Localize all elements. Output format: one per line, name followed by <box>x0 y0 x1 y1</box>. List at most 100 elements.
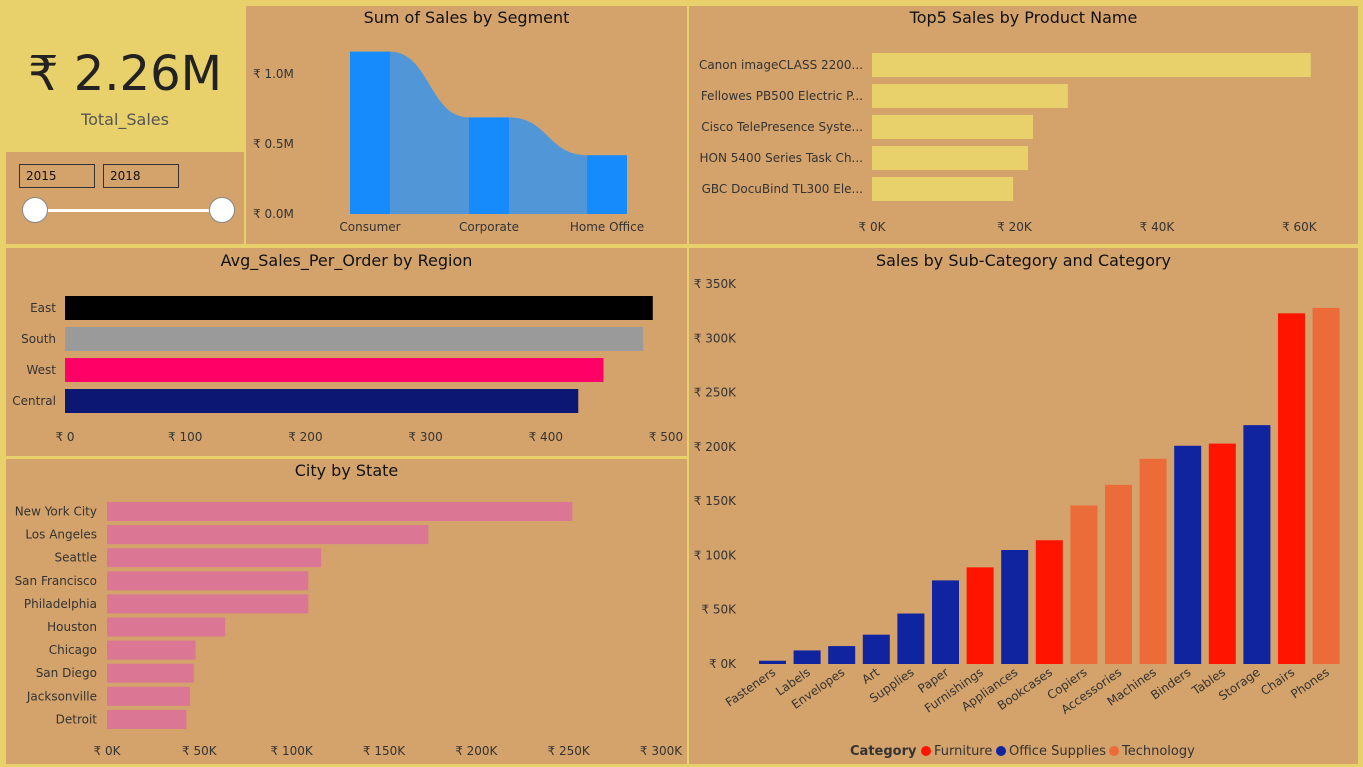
subcat-bar <box>1139 458 1167 664</box>
city-bar <box>107 525 429 545</box>
subcat-bar <box>759 660 786 664</box>
city-category-label: San Francisco <box>15 574 97 588</box>
region-x-tick-label: ₹ 100 <box>168 430 202 444</box>
start-year-input[interactable]: 2015 <box>19 164 95 188</box>
region-bar <box>65 296 653 320</box>
city-x-tick-label: ₹ 250K <box>548 744 591 758</box>
top5-chart: Canon imageCLASS 2200... Fellowes PB500 E… <box>699 53 1318 234</box>
city-category-label: Jacksonville <box>26 689 97 703</box>
city-bar <box>107 617 226 637</box>
subcat-y-tick-label: ₹ 350K <box>694 277 737 291</box>
subcat-bar <box>1105 484 1132 664</box>
legend-label: Furniture <box>934 744 992 759</box>
region-category-label: West <box>26 363 56 377</box>
top5-bar <box>872 146 1028 170</box>
year-slider-track[interactable] <box>38 209 228 212</box>
segment-ribbon <box>390 51 469 214</box>
segment-category-label: Corporate <box>459 220 519 234</box>
segment-y-tick-label: ₹ 1.0M <box>253 67 294 81</box>
city-bar <box>107 571 309 591</box>
slider-start-handle[interactable] <box>22 197 48 223</box>
city-category-label: Chicago <box>49 643 97 657</box>
region-x-tick-label: ₹ 200 <box>288 430 322 444</box>
top5-x-tick-label: ₹ 40K <box>1140 220 1176 234</box>
city-category-label: Los Angeles <box>25 528 97 542</box>
city-category-label: Philadelphia <box>24 597 97 611</box>
region-bar <box>65 327 644 351</box>
slider-end-handle[interactable] <box>209 197 235 223</box>
region-category-label: South <box>21 332 56 346</box>
region-bar <box>65 358 604 382</box>
region-x-tick-label: ₹ 0 <box>55 430 74 444</box>
top5-bar <box>872 84 1068 108</box>
top5-x-tick-label: ₹ 60K <box>1282 220 1318 234</box>
subcat-category-label: Phones <box>1288 665 1332 701</box>
region-chart-title: Avg_Sales_Per_Order by Region <box>220 251 473 270</box>
subcat-bar <box>1312 307 1340 664</box>
subcat-bar <box>793 650 821 664</box>
top5-chart-title: Top5 Sales by Product Name <box>909 8 1138 27</box>
subcat-y-tick-label: ₹ 150K <box>694 494 737 508</box>
city-chart-panel: City by State New York City Los Angeles Se… <box>6 459 687 764</box>
top5-category-label: Canon imageCLASS 2200... <box>699 58 863 72</box>
legend-swatch <box>1109 746 1119 756</box>
subcat-y-tick-label: ₹ 0K <box>709 657 737 671</box>
city-bar <box>107 548 322 568</box>
city-x-tick-label: ₹ 150K <box>363 744 406 758</box>
subcat-bar <box>1278 313 1305 664</box>
subcat-y-tick-label: ₹ 50K <box>701 603 737 617</box>
city-category-label: Detroit <box>56 712 98 726</box>
subcat-bar <box>897 613 925 664</box>
region-x-tick-label: ₹ 300 <box>408 430 442 444</box>
segment-ribbon <box>509 117 587 214</box>
city-category-label: San Diego <box>36 666 97 680</box>
city-category-label: Seattle <box>55 551 97 565</box>
top5-bar <box>872 115 1033 139</box>
top5-bar <box>872 53 1311 77</box>
subcat-y-tick-label: ₹ 100K <box>694 548 737 562</box>
top5-x-tick-label: ₹ 20K <box>997 220 1033 234</box>
subcat-y-tick-label: ₹ 300K <box>694 331 737 345</box>
subcat-bar <box>1174 445 1202 664</box>
region-x-tick-label: ₹ 400 <box>529 430 563 444</box>
subcat-bar <box>1035 540 1063 664</box>
kpi-card: ₹ 2.26M Total_Sales <box>6 6 244 150</box>
city-bar <box>107 594 309 614</box>
region-chart-panel: Avg_Sales_Per_Order by Region East South W… <box>6 248 687 456</box>
top5-category-label: Cisco TelePresence Syste... <box>701 120 863 134</box>
city-bar <box>107 709 187 729</box>
segment-bar <box>350 51 390 214</box>
city-category-label: New York City <box>15 505 97 519</box>
end-year-input[interactable]: 2018 <box>103 164 179 188</box>
subcat-category-label: Binders <box>1148 665 1193 702</box>
subcat-bar <box>1243 425 1271 664</box>
top5-category-label: GBC DocuBind TL300 Ele... <box>702 182 863 196</box>
subcat-bar <box>1070 505 1098 664</box>
legend-title: Category <box>850 744 917 759</box>
segment-y-tick-label: ₹ 0.0M <box>253 207 294 221</box>
segment-bar <box>469 117 509 214</box>
year-slicer: 2015 2018 <box>6 152 244 244</box>
top5-chart-panel: Top5 Sales by Product Name Canon imageCL… <box>689 6 1358 244</box>
kpi-value: ₹ 2.26M <box>27 46 223 102</box>
city-bar <box>107 502 573 521</box>
city-x-tick-label: ₹ 200K <box>455 744 498 758</box>
city-chart: New York City Los Angeles Seattle San Franc… <box>15 502 683 758</box>
top5-category-label: Fellowes PB500 Electric P... <box>701 89 863 103</box>
region-category-label: East <box>30 301 56 315</box>
subcat-y-tick-label: ₹ 200K <box>694 440 737 454</box>
subcat-category-label: Fasteners <box>723 665 778 710</box>
city-chart-title: City by State <box>294 461 399 480</box>
subcat-y-tick-label: ₹ 250K <box>694 386 737 400</box>
legend-label: Technology <box>1121 744 1195 759</box>
city-bar <box>107 663 194 683</box>
segment-chart: Consumer Corporate Home Office ₹ 0.0M ₹ 0.5M… <box>253 51 644 234</box>
segment-y-tick-label: ₹ 0.5M <box>253 137 294 151</box>
region-chart: East South West Central ₹ 0 ₹ 100 ₹ 200 ₹ 300 ₹ … <box>12 296 683 444</box>
city-bar <box>107 686 191 706</box>
subcat-category-label: Art <box>859 665 882 687</box>
legend-swatch <box>921 746 931 756</box>
subcat-bar <box>1001 550 1029 664</box>
subcat-bar <box>1208 443 1236 664</box>
